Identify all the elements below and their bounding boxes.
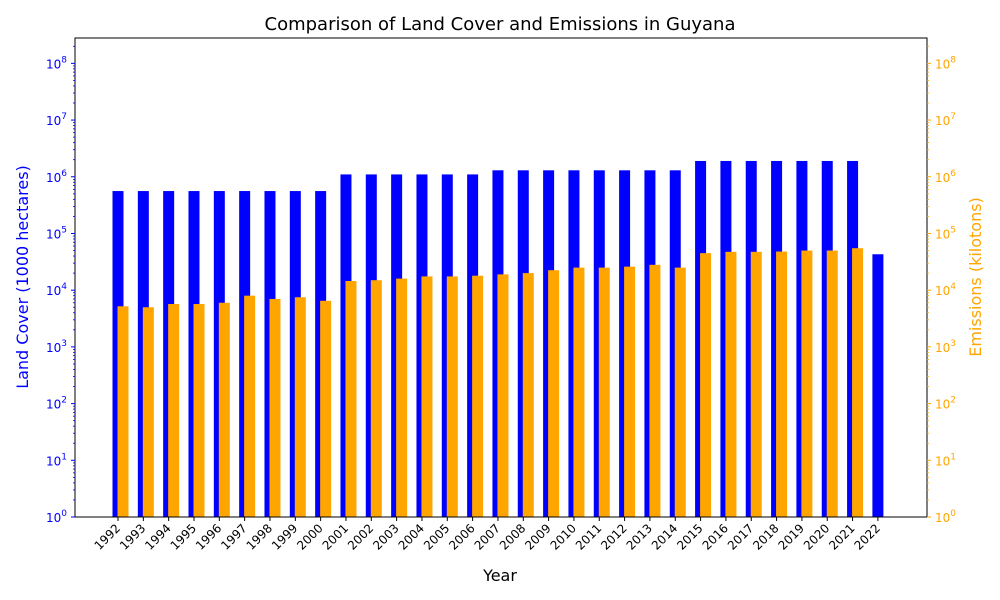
- emissions-bar-2018: [776, 251, 788, 518]
- emissions-bar-1999: [294, 297, 306, 517]
- x-tick-label-2018: 2018: [750, 521, 781, 552]
- emissions-bar-1992: [117, 306, 129, 517]
- right-axis: 100 101 102 103 104 105 106 107 108: [927, 45, 956, 525]
- emissions-bar-2021: [852, 248, 864, 517]
- x-tick-label-2009: 2009: [522, 521, 553, 552]
- x-tick-label-2004: 2004: [396, 521, 427, 552]
- x-tick-label-2005: 2005: [421, 521, 452, 552]
- left-y-tick-label: 107: [46, 112, 67, 128]
- x-tick-label-2007: 2007: [472, 521, 503, 552]
- x-tick-label-2002: 2002: [345, 521, 376, 552]
- emissions-bar-2009: [548, 270, 560, 517]
- x-tick-label-2003: 2003: [370, 521, 401, 552]
- x-tick-label-2021: 2021: [826, 521, 857, 552]
- emissions-bar-2011: [598, 267, 610, 517]
- x-tick-label-2020: 2020: [801, 521, 832, 552]
- emissions-bar-2007: [497, 274, 509, 517]
- emissions-bar-2016: [725, 251, 737, 517]
- emissions-bar-1993: [142, 307, 154, 517]
- x-tick-label-2014: 2014: [649, 521, 680, 552]
- x-tick-label-1997: 1997: [218, 521, 249, 552]
- x-tick-label-1993: 1993: [117, 521, 148, 552]
- x-tick-label-1995: 1995: [168, 521, 199, 552]
- x-axis-label: Year: [482, 566, 517, 585]
- left-axis: 100 101 102 103 104 105 106 107 108: [46, 45, 75, 525]
- x-tick-label-2011: 2011: [573, 521, 604, 552]
- x-tick-label-2013: 2013: [624, 521, 655, 552]
- left-y-tick-label: 105: [46, 225, 67, 241]
- emissions-bar-2013: [649, 264, 661, 517]
- right-y-tick-label: 105: [935, 225, 956, 241]
- plot-frame: [74, 37, 928, 518]
- emissions-bar-1996: [218, 302, 230, 517]
- emissions-bar-2015: [700, 253, 712, 517]
- x-tick-label-2008: 2008: [497, 521, 528, 552]
- x-tick-label-2012: 2012: [598, 521, 629, 552]
- emissions-bar-2017: [750, 251, 762, 517]
- emissions-bar-2010: [573, 267, 585, 517]
- x-tick-label-2001: 2001: [320, 521, 351, 552]
- right-y-tick-label: 101: [935, 452, 956, 468]
- left-y-tick-label: 100: [46, 509, 67, 525]
- emissions-bar-2001: [345, 281, 357, 517]
- emissions-bar-2004: [421, 276, 433, 517]
- emissions-bar-2005: [446, 276, 458, 517]
- emissions-bar-2008: [522, 273, 534, 517]
- right-y-tick-label: 100: [935, 509, 956, 525]
- emissions-bar-2014: [674, 267, 686, 517]
- emissions-bar-2020: [826, 250, 838, 518]
- left-axis-label: Land Cover (1000 hectares): [13, 165, 32, 389]
- right-y-tick-label: 102: [935, 396, 956, 412]
- emissions-bar-2019: [801, 250, 813, 518]
- right-y-tick-label: 103: [935, 339, 956, 355]
- emissions-bar-1997: [244, 295, 256, 517]
- right-axis-label: Emissions (kilotons): [966, 197, 985, 357]
- left-y-tick-label: 102: [46, 396, 67, 412]
- emissions-bar-1998: [269, 298, 281, 517]
- emissions-bar-2003: [396, 278, 408, 517]
- left-y-tick-label: 101: [46, 452, 67, 468]
- x-tick-label-2017: 2017: [725, 521, 756, 552]
- left-y-tick-label: 104: [46, 282, 67, 298]
- right-y-tick-label: 108: [935, 55, 956, 71]
- x-tick-label-1992: 1992: [92, 521, 123, 552]
- left-y-tick-label: 108: [46, 55, 67, 71]
- x-axis: 1992199319941995199619971998199920002001…: [92, 517, 883, 553]
- x-tick-label-2016: 2016: [700, 521, 731, 552]
- land-cover-bar-2022: [872, 254, 884, 517]
- chart-title: Comparison of Land Cover and Emissions i…: [265, 14, 736, 35]
- x-tick-label-2006: 2006: [446, 521, 477, 552]
- x-tick-label-2022: 2022: [852, 521, 883, 552]
- x-tick-label-1999: 1999: [269, 521, 300, 552]
- emissions-bar-2012: [624, 266, 636, 517]
- right-y-tick-label: 106: [935, 169, 956, 185]
- x-tick-label-2000: 2000: [294, 521, 325, 552]
- emissions-bar-1994: [168, 304, 180, 517]
- x-tick-label-1994: 1994: [142, 521, 173, 552]
- right-y-tick-label: 107: [935, 112, 956, 128]
- x-tick-label-1996: 1996: [193, 521, 224, 552]
- emissions-bar-2000: [320, 300, 332, 517]
- left-y-tick-label: 103: [46, 339, 67, 355]
- left-y-tick-label: 106: [46, 169, 67, 185]
- right-y-tick-label: 104: [935, 282, 956, 298]
- emissions-bar-2006: [472, 275, 484, 517]
- emissions-bar-1995: [193, 304, 205, 517]
- emissions-bar-2002: [370, 280, 382, 517]
- x-tick-label-2019: 2019: [776, 521, 807, 552]
- x-tick-label-1998: 1998: [244, 521, 275, 552]
- x-tick-label-2010: 2010: [548, 521, 579, 552]
- x-tick-label-2015: 2015: [674, 521, 705, 552]
- bars-layer: [112, 160, 884, 518]
